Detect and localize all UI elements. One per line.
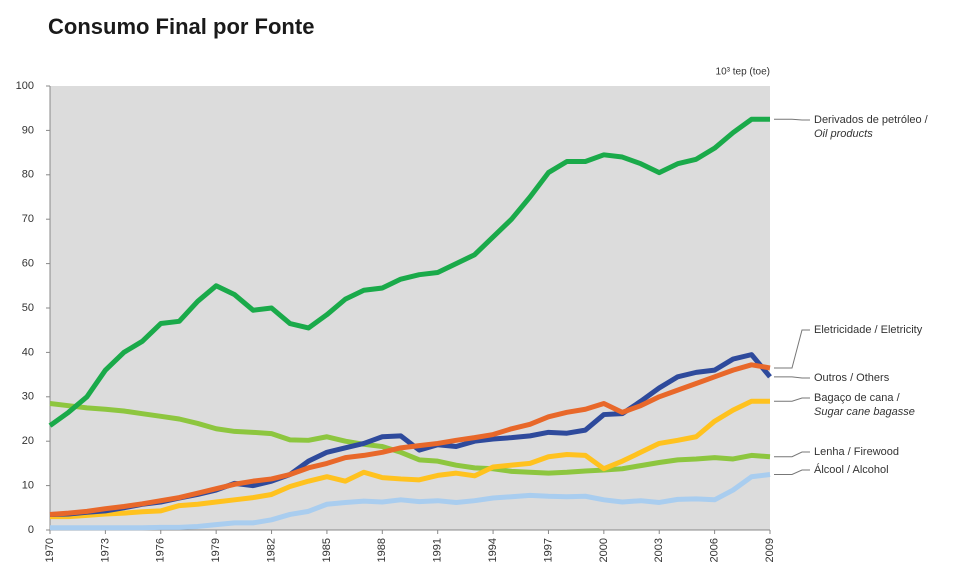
legend-label: Bagaço de cana / Sugar cane bagasse	[814, 392, 915, 418]
x-tick-label: 2003	[653, 538, 665, 562]
legend-line: Sugar cane bagasse	[814, 406, 915, 418]
x-tick-label: 1991	[432, 538, 444, 562]
leader-line	[774, 329, 810, 369]
y-tick-label: 70	[22, 213, 34, 225]
series-line	[49, 362, 771, 517]
chart-title: Consumo Final por Fonte	[48, 14, 314, 39]
x-tick-label: 1979	[210, 538, 222, 562]
legend-label: Álcool / Alcohol	[814, 463, 889, 476]
y-tick-label: 100	[16, 80, 34, 92]
legend-line: Derivados de petróleo /	[814, 114, 929, 126]
y-tick-label: 20	[22, 435, 34, 447]
x-tick-label: 1970	[44, 538, 56, 562]
legend-label: Derivados de petróleo / Oil products	[814, 114, 929, 140]
x-tick-label: 2006	[709, 538, 721, 562]
x-tick-label: 1982	[265, 538, 277, 562]
legend-label: Lenha / Firewood	[814, 446, 899, 458]
y-tick-label: 0	[28, 524, 34, 536]
leader-line	[774, 118, 810, 121]
legend-line: Bagaço de cana /	[814, 392, 901, 404]
y-tick-label: 90	[22, 124, 34, 136]
series-line	[49, 400, 771, 476]
x-tick-label: 1988	[376, 538, 388, 562]
leader-line	[774, 469, 810, 475]
x-tick-label: 2000	[598, 538, 610, 562]
y-tick-label: 40	[22, 346, 34, 358]
x-tick-label: 1973	[99, 538, 111, 562]
legend-label: Eletricidade / Eletricity	[814, 324, 923, 336]
x-tick-label: 1985	[321, 538, 333, 562]
x-tick-label: 2009	[764, 538, 776, 562]
y-tick-label: 30	[22, 391, 34, 403]
unit-label: 10³ tep (toe)	[716, 67, 770, 78]
leader-line	[774, 397, 810, 402]
legend-label: Outros / Others	[814, 372, 890, 384]
x-tick-label: 1994	[487, 538, 499, 562]
leader-line	[774, 376, 810, 379]
legend-line: Oil products	[814, 128, 873, 140]
y-tick-label: 60	[22, 258, 34, 270]
x-tick-label: 1976	[155, 538, 167, 562]
x-tick-label: 1997	[542, 538, 554, 562]
series-line	[50, 472, 771, 531]
leader-line	[774, 451, 810, 458]
series-line	[48, 116, 770, 428]
y-tick-label: 50	[22, 302, 34, 314]
y-tick-label: 80	[22, 169, 34, 181]
series-line	[50, 398, 770, 520]
y-tick-label: 10	[22, 480, 34, 492]
